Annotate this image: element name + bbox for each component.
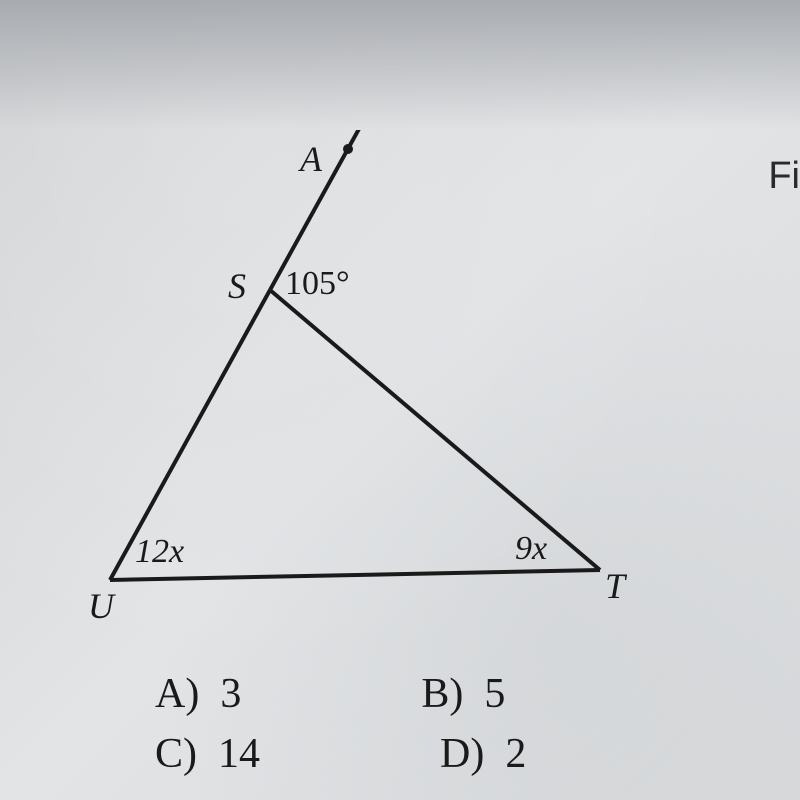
answer-row-2: C) 14 D) 2 <box>155 730 755 778</box>
answer-b-value: 5 <box>484 671 505 717</box>
label-u: U <box>88 585 114 627</box>
answer-row-1: A) 3 B) 5 <box>155 670 755 718</box>
diagram-svg <box>60 130 640 660</box>
question-prompt: Fi <box>768 155 800 198</box>
answer-choices: A) 3 B) 5 C) 14 D) 2 <box>155 670 755 790</box>
side-us <box>110 290 270 580</box>
answer-c: C) 14 <box>155 730 260 778</box>
label-angle-u: 12x <box>135 533 184 571</box>
answer-d: D) 2 <box>440 730 526 778</box>
side-st <box>270 290 600 570</box>
label-t: T <box>605 565 625 607</box>
answer-d-value: 2 <box>505 731 526 777</box>
side-ut <box>110 570 600 580</box>
label-s: S <box>228 265 246 307</box>
point-a-marker <box>343 144 353 154</box>
triangle-diagram: A S 105° U T 12x 9x <box>60 130 640 660</box>
label-angle-t: 9x <box>515 530 547 568</box>
answer-b: B) 5 <box>421 670 505 718</box>
label-exterior-angle: 105° <box>285 265 350 303</box>
answer-c-value: 14 <box>218 731 260 777</box>
shadow-top <box>0 0 800 130</box>
answer-a: A) 3 <box>155 670 241 718</box>
answer-a-value: 3 <box>220 671 241 717</box>
label-a: A <box>300 138 322 180</box>
